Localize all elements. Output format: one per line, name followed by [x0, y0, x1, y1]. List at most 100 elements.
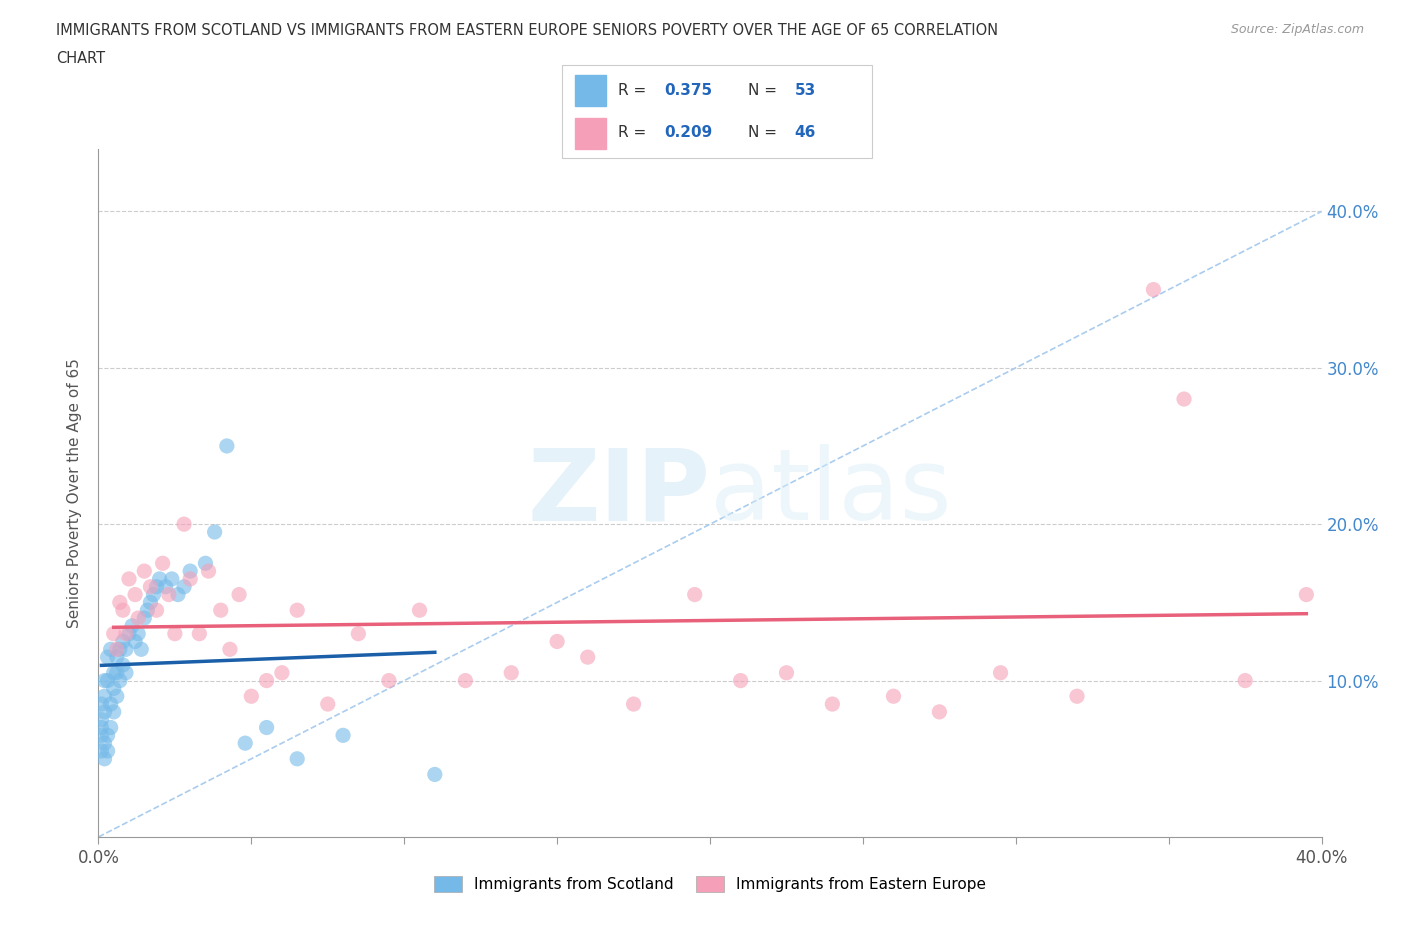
Point	[118, 626, 141, 641]
Point	[546, 634, 568, 649]
Point	[115, 665, 138, 680]
Point	[115, 642, 138, 657]
Point	[93, 704, 115, 719]
Point	[152, 556, 174, 571]
Text: IMMIGRANTS FROM SCOTLAND VS IMMIGRANTS FROM EASTERN EUROPE SENIORS POVERTY OVER : IMMIGRANTS FROM SCOTLAND VS IMMIGRANTS F…	[56, 23, 998, 38]
Point	[219, 642, 242, 657]
Point	[127, 626, 149, 641]
Point	[197, 564, 219, 578]
Point	[136, 603, 159, 618]
Point	[103, 626, 125, 641]
Point	[228, 587, 250, 602]
Point	[118, 571, 141, 587]
Point	[139, 579, 162, 594]
Point	[683, 587, 706, 602]
Point	[129, 642, 152, 657]
Text: atlas: atlas	[710, 445, 952, 541]
Point	[108, 642, 131, 657]
Point	[821, 697, 844, 711]
Point	[454, 673, 477, 688]
Point	[103, 665, 125, 680]
Bar	[575, 75, 606, 106]
Point	[576, 650, 599, 665]
Text: N =: N =	[748, 83, 782, 98]
Point	[408, 603, 430, 618]
Point	[194, 556, 217, 571]
Point	[204, 525, 226, 539]
Text: CHART: CHART	[56, 51, 105, 66]
Point	[97, 728, 120, 743]
Point	[730, 673, 752, 688]
Point	[173, 579, 195, 594]
Point	[90, 712, 112, 727]
Point	[111, 658, 134, 672]
Point	[215, 439, 238, 454]
Text: 46: 46	[794, 126, 815, 140]
Point	[270, 665, 292, 680]
Point	[167, 587, 190, 602]
Point	[100, 720, 122, 735]
Point	[93, 689, 115, 704]
Point	[124, 634, 146, 649]
Point	[127, 611, 149, 626]
Point	[332, 728, 354, 743]
Point	[1295, 587, 1317, 602]
Point	[501, 665, 523, 680]
Point	[121, 618, 143, 633]
Legend: Immigrants from Scotland, Immigrants from Eastern Europe: Immigrants from Scotland, Immigrants fro…	[427, 870, 993, 898]
Text: R =: R =	[619, 83, 651, 98]
Point	[105, 665, 128, 680]
Point	[100, 642, 122, 657]
Point	[157, 587, 180, 602]
Point	[111, 634, 134, 649]
Point	[1066, 689, 1088, 704]
Text: ZIP: ZIP	[527, 445, 710, 541]
Text: 0.375: 0.375	[665, 83, 713, 98]
Point	[209, 603, 232, 618]
FancyBboxPatch shape	[562, 65, 872, 158]
Point	[1234, 673, 1257, 688]
Point	[233, 736, 256, 751]
Point	[115, 626, 138, 641]
Point	[883, 689, 905, 704]
Point	[347, 626, 370, 641]
Point	[105, 689, 128, 704]
Point	[145, 603, 167, 618]
Point	[90, 728, 112, 743]
Point	[990, 665, 1012, 680]
Point	[155, 579, 177, 594]
Point	[173, 517, 195, 532]
Text: 53: 53	[794, 83, 815, 98]
Point	[103, 681, 125, 696]
Point	[285, 603, 308, 618]
Point	[111, 603, 134, 618]
Point	[240, 689, 263, 704]
Point	[93, 736, 115, 751]
Point	[160, 571, 183, 587]
Point	[105, 650, 128, 665]
Point	[1173, 392, 1195, 406]
Point	[100, 697, 122, 711]
Point	[378, 673, 401, 688]
Text: R =: R =	[619, 126, 651, 140]
Point	[90, 744, 112, 759]
Y-axis label: Seniors Poverty Over the Age of 65: Seniors Poverty Over the Age of 65	[67, 358, 83, 628]
Point	[93, 751, 115, 766]
Point	[93, 673, 115, 688]
Point	[316, 697, 339, 711]
Point	[256, 673, 278, 688]
Point	[108, 595, 131, 610]
Point	[623, 697, 645, 711]
Point	[90, 720, 112, 735]
Point	[1142, 282, 1164, 297]
Text: Source: ZipAtlas.com: Source: ZipAtlas.com	[1230, 23, 1364, 36]
Point	[90, 697, 112, 711]
Text: N =: N =	[748, 126, 782, 140]
Text: 0.209: 0.209	[665, 126, 713, 140]
Point	[188, 626, 211, 641]
Point	[103, 704, 125, 719]
Point	[97, 673, 120, 688]
Point	[149, 571, 172, 587]
Point	[134, 564, 156, 578]
Point	[142, 587, 165, 602]
